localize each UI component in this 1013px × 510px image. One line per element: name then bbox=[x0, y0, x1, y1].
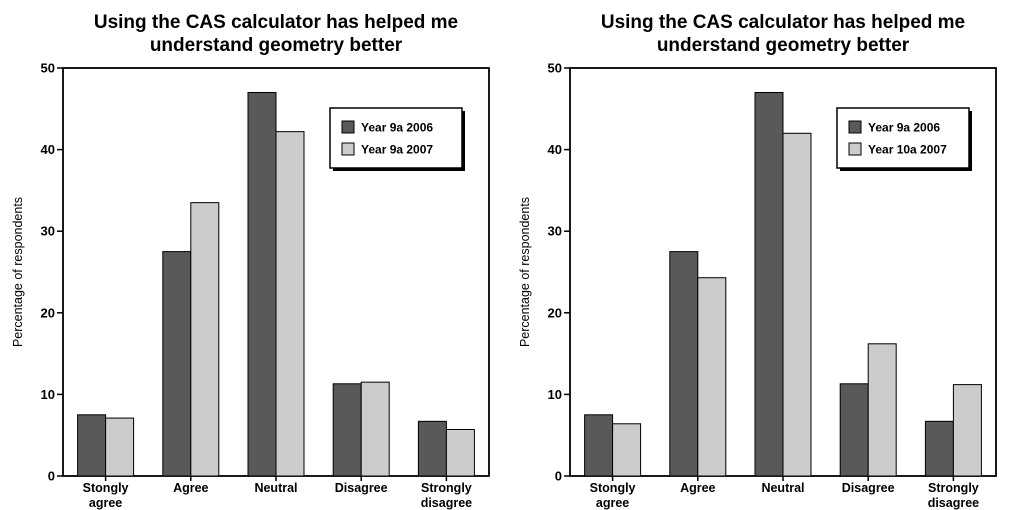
y-axis-label: Percentage of respondents bbox=[11, 197, 25, 347]
y-tick-label: 50 bbox=[548, 61, 562, 76]
bar-2 bbox=[697, 277, 727, 477]
bar-2 bbox=[190, 202, 220, 477]
y-tick-label: 10 bbox=[41, 387, 55, 402]
x-category-label: Agree bbox=[173, 481, 208, 495]
y-tick-label: 10 bbox=[548, 387, 562, 402]
y-tick-label: 40 bbox=[41, 142, 55, 157]
bar-1 bbox=[839, 383, 869, 477]
bar-1 bbox=[162, 251, 192, 477]
x-category-label: Stongly bbox=[83, 481, 129, 495]
x-category-label: Disagree bbox=[335, 481, 388, 495]
legend-swatch bbox=[848, 120, 862, 134]
bar-1 bbox=[924, 420, 954, 477]
y-tick-label: 50 bbox=[41, 61, 55, 76]
legend-label: Year 9a 2006 bbox=[361, 121, 433, 135]
bar-chart-right: Using the CAS calculator has helped meun… bbox=[518, 12, 997, 510]
bar-2 bbox=[105, 417, 135, 477]
legend-label: Year 9a 2007 bbox=[361, 143, 433, 157]
x-category-label: agree bbox=[89, 496, 122, 510]
bar-1 bbox=[754, 91, 784, 477]
x-category-label: Strongly bbox=[421, 481, 472, 495]
y-axis-label: Percentage of respondents bbox=[518, 197, 532, 347]
chart-title-line: Using the CAS calculator has helped me bbox=[94, 12, 458, 33]
bar-2 bbox=[445, 428, 475, 477]
legend-label: Year 9a 2006 bbox=[868, 121, 940, 135]
chart-panel-right: Using the CAS calculator has helped me un… bbox=[507, 0, 1013, 510]
x-category-label: agree bbox=[596, 496, 629, 510]
chart-title-line: Using the CAS calculator has helped me bbox=[601, 12, 965, 33]
x-category-label: Strongly bbox=[928, 481, 979, 495]
legend-swatch bbox=[848, 142, 862, 156]
chart-title-line: understand geometry better bbox=[657, 35, 910, 56]
x-category-label: disagree bbox=[421, 496, 472, 510]
y-tick-label: 20 bbox=[41, 305, 55, 320]
x-category-label: Neutral bbox=[761, 481, 804, 495]
bar-2 bbox=[952, 384, 982, 477]
bar-2 bbox=[612, 423, 642, 477]
y-tick-label: 20 bbox=[548, 305, 562, 320]
legend-box bbox=[329, 107, 463, 169]
chart-panel-left: Using the CAS calculator has helped me un… bbox=[0, 0, 506, 510]
bar-1 bbox=[247, 91, 277, 477]
bar-2 bbox=[867, 343, 897, 477]
legend-swatch bbox=[341, 142, 355, 156]
legend-box bbox=[836, 107, 970, 169]
y-tick-label: 0 bbox=[48, 469, 55, 484]
x-category-label: Stongly bbox=[590, 481, 636, 495]
y-tick-label: 0 bbox=[555, 469, 562, 484]
x-category-label: Agree bbox=[680, 481, 715, 495]
bar-1 bbox=[332, 383, 362, 477]
x-category-label: Neutral bbox=[254, 481, 297, 495]
bar-1 bbox=[77, 414, 107, 477]
bar-1 bbox=[584, 414, 614, 477]
bar-2 bbox=[360, 381, 390, 477]
bar-1 bbox=[669, 251, 699, 477]
y-tick-label: 30 bbox=[548, 224, 562, 239]
bar-chart-left: Using the CAS calculator has helped meun… bbox=[11, 12, 490, 510]
legend-label: Year 10a 2007 bbox=[868, 143, 947, 157]
x-category-label: Disagree bbox=[842, 481, 895, 495]
y-tick-label: 30 bbox=[41, 224, 55, 239]
x-category-label: disagree bbox=[928, 496, 979, 510]
bar-1 bbox=[417, 420, 447, 477]
y-tick-label: 40 bbox=[548, 142, 562, 157]
chart-title-line: understand geometry better bbox=[150, 35, 403, 56]
bar-2 bbox=[275, 131, 305, 477]
bar-2 bbox=[782, 132, 812, 477]
legend-swatch bbox=[341, 120, 355, 134]
